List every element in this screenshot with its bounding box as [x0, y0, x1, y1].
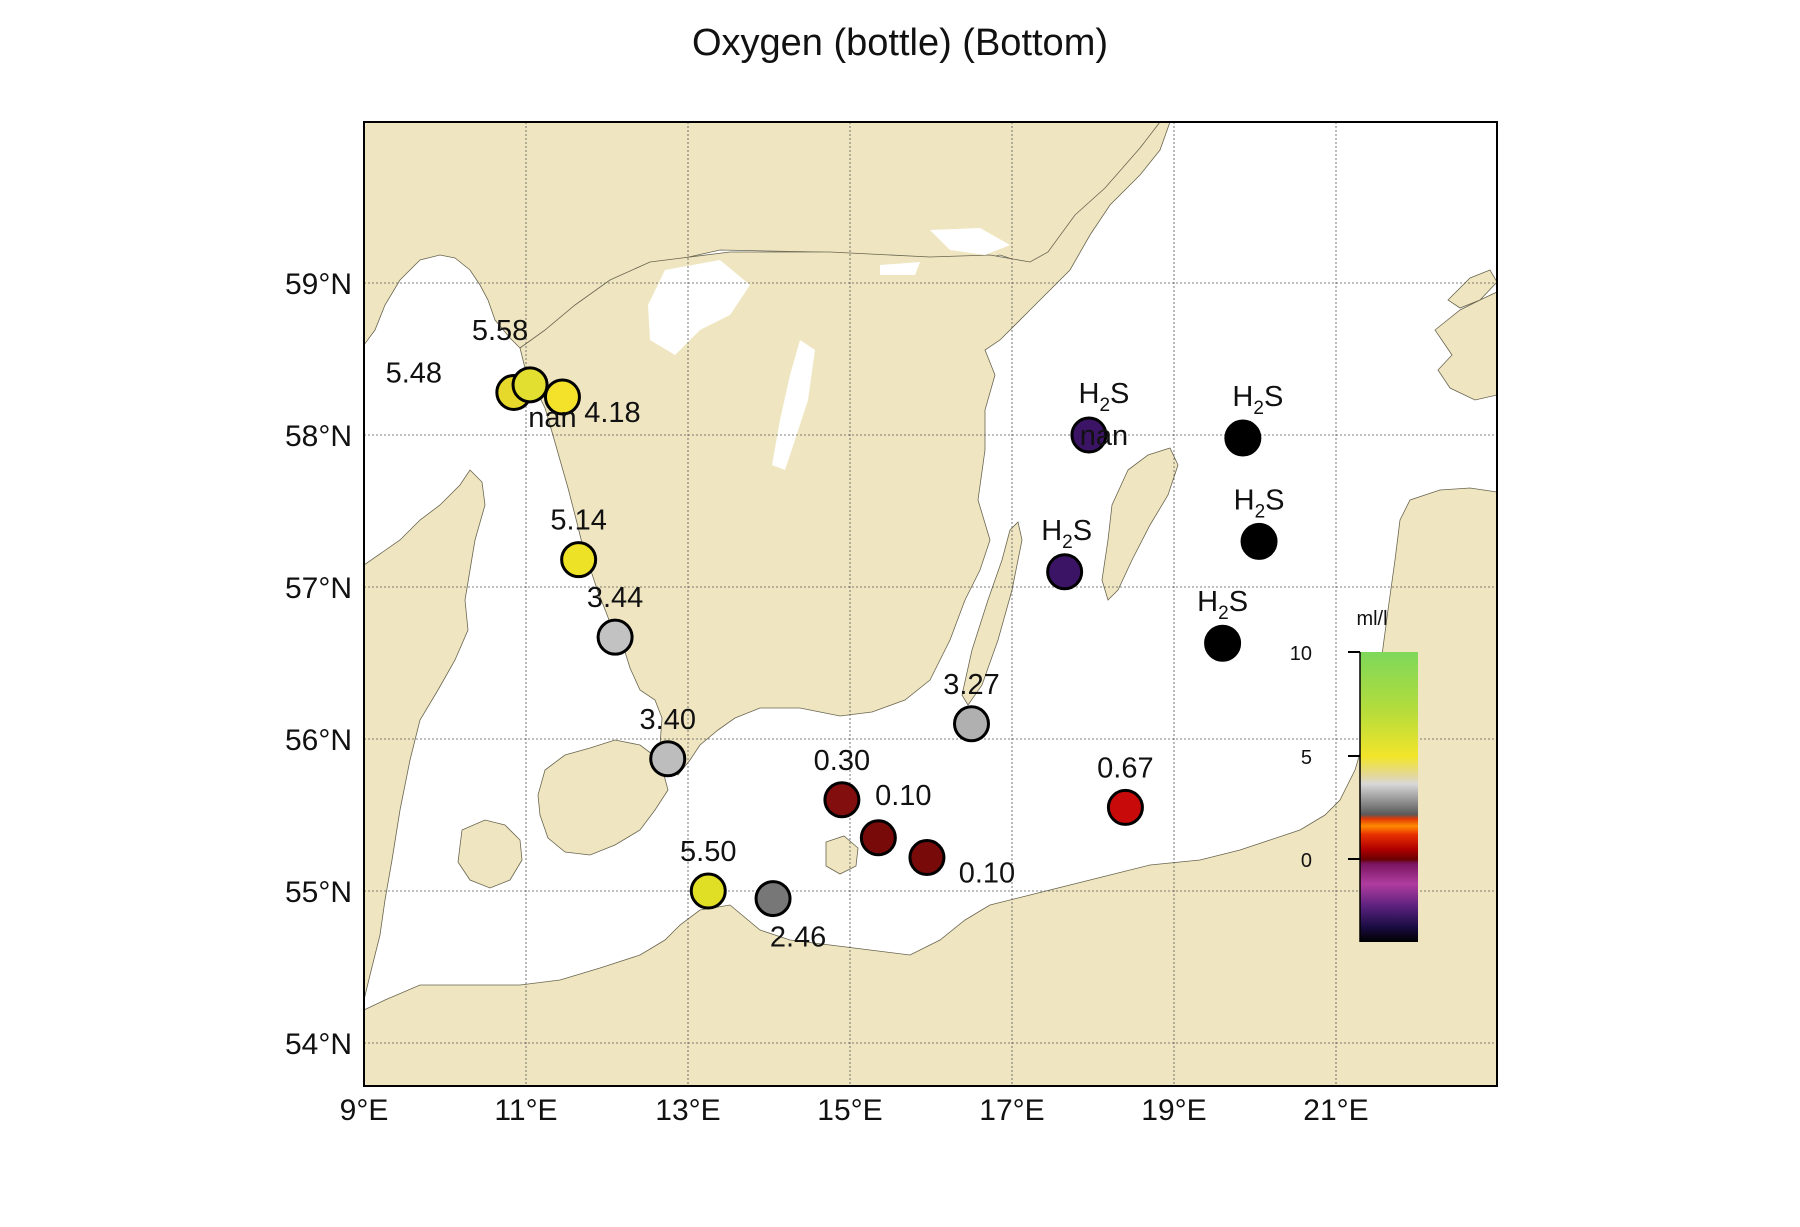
station-marker — [1204, 624, 1242, 662]
station-marker — [754, 880, 792, 918]
station-marker — [1046, 553, 1084, 591]
colorbar: ml/l 10 5 0 — [1290, 608, 1418, 942]
station-value-label: 0.67 — [1097, 752, 1153, 784]
latitude-labels: 59°N 58°N 57°N 56°N 55°N 54°N — [285, 268, 352, 1061]
saaremaa-land — [1447, 269, 1497, 309]
station-marker — [543, 378, 581, 416]
colorbar-ramp — [1360, 652, 1418, 942]
south-coast-land — [364, 487, 1497, 1086]
longitude-labels: 9°E 11°E 13°E 15°E 17°E 19°E 21°E — [340, 1094, 1369, 1127]
latitude-tick-label: 57°N — [285, 572, 352, 605]
baltic-states-land — [1434, 291, 1497, 401]
lake-hjalmaren — [880, 262, 920, 275]
latitude-tick-label: 59°N — [285, 268, 352, 301]
station-value-label: H2S — [1234, 484, 1285, 522]
stations-layer: 5.485.584.18nan5.143.443.405.502.460.300… — [386, 315, 1285, 954]
station-marker — [511, 366, 549, 404]
gotland-land — [1101, 447, 1179, 601]
station-value-label: H2S — [1041, 515, 1092, 553]
longitude-tick-label: 9°E — [340, 1094, 389, 1127]
colorbar-label-5: 5 — [1301, 747, 1312, 769]
station-value-label: 2.46 — [770, 922, 826, 954]
lakes — [648, 228, 1010, 470]
station-value-label: H2S — [1232, 381, 1283, 419]
station-value-label: 3.40 — [640, 704, 696, 736]
station-marker — [1106, 788, 1144, 826]
station-marker — [823, 781, 861, 819]
longitude-tick-label: 21°E — [1303, 1094, 1368, 1127]
latitude-tick-label: 58°N — [285, 420, 352, 453]
map-title: Oxygen (bottle) (Bottom) — [691, 22, 1109, 64]
lake-vattern — [772, 340, 815, 470]
map-frame — [363, 121, 1498, 1087]
station-value-label: 5.14 — [550, 505, 606, 537]
station-marker — [1224, 419, 1262, 457]
station-marker — [689, 872, 727, 910]
denmark-land — [364, 469, 486, 1001]
station-value-label: 5.50 — [680, 836, 736, 868]
longitude-tick-label: 15°E — [817, 1094, 882, 1127]
latitude-tick-label: 56°N — [285, 724, 352, 757]
station-value-label: 0.30 — [814, 745, 870, 777]
zealand-land — [537, 739, 669, 856]
station-value-label: nan — [1080, 420, 1128, 452]
lake-malaren — [930, 228, 1010, 255]
station-value-label: H2S — [1197, 586, 1248, 624]
station-marker — [649, 740, 687, 778]
station-value-label: 3.44 — [587, 582, 643, 614]
colorbar-label-0: 0 — [1301, 850, 1312, 872]
longitude-tick-label: 11°E — [494, 1094, 557, 1127]
colorbar-unit: ml/l — [1356, 608, 1387, 630]
colorbar-label-10: 10 — [1290, 643, 1312, 665]
station-marker — [859, 819, 897, 857]
longitude-tick-label: 19°E — [1141, 1094, 1206, 1127]
longitude-tick-label: 17°E — [979, 1094, 1044, 1127]
station-marker — [560, 541, 598, 579]
station-value-label: 5.48 — [386, 357, 442, 389]
station-marker — [596, 618, 634, 656]
longitude-tick-label: 13°E — [655, 1094, 720, 1127]
latitude-tick-label: 55°N — [285, 876, 352, 909]
station-value-label: 5.58 — [472, 315, 528, 347]
station-marker — [908, 839, 946, 877]
station-value-label: 3.27 — [943, 669, 999, 701]
oland-land — [961, 521, 1023, 706]
lake-vanern — [648, 260, 750, 355]
station-value-label: H2S — [1079, 378, 1130, 416]
station-marker — [1240, 522, 1278, 560]
station-marker — [1070, 416, 1108, 454]
station-marker — [953, 705, 990, 743]
funen-land — [457, 819, 523, 889]
station-value-label: 0.10 — [959, 858, 1015, 890]
station-value-label: 4.18 — [584, 397, 640, 429]
graticule — [364, 122, 1497, 1086]
latitude-tick-label: 54°N — [285, 1028, 352, 1061]
station-value-label: nan — [528, 402, 576, 434]
station-value-label: 0.10 — [875, 780, 931, 812]
bornholm-land — [825, 835, 859, 875]
